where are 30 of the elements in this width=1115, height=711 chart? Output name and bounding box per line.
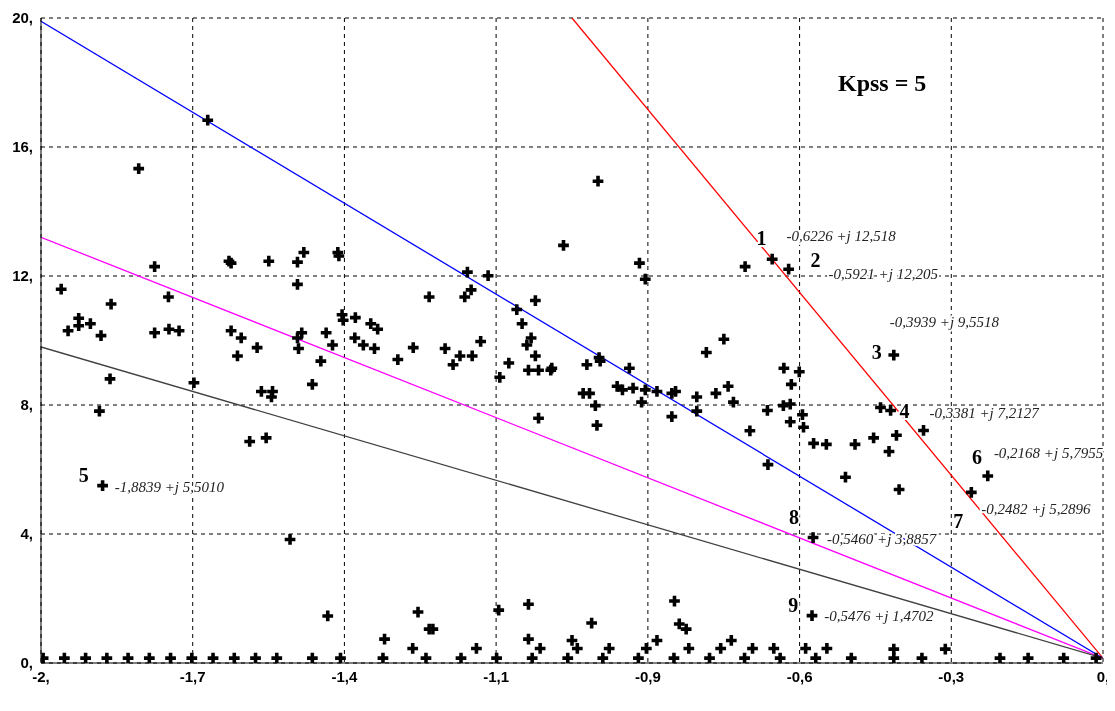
y-tick-label: 20, (12, 9, 33, 27)
annotation: 5 (78, 463, 89, 486)
x-tick-label: -1,4 (331, 667, 358, 685)
annotation: 7 (953, 510, 964, 533)
x-tick-label: -0,6 (786, 667, 813, 685)
annotation: 4 (899, 400, 910, 423)
x-tick-label: -0,3 (938, 667, 965, 685)
annotation: 2 (810, 249, 821, 272)
annotation: -0,5476 +j 1,4702 (824, 607, 935, 624)
x-tick-label: -1,1 (483, 667, 510, 685)
y-tick-label: 0, (20, 654, 33, 672)
x-tick-label: -1,7 (179, 667, 206, 685)
annotation: -0,6226 +j 12,518 (786, 228, 897, 245)
annotation: 8 (789, 505, 800, 528)
annotation: -0,3381 +j 7,2127 (929, 405, 1041, 422)
x-tick-label: -0,9 (634, 667, 661, 685)
annotation: -0,2168 +j 5,7955 (993, 445, 1104, 462)
x-tick-label: -2, (32, 667, 50, 685)
annotation: 1 (756, 227, 767, 250)
annotation: 3 (871, 340, 882, 363)
annotation: 9 (788, 593, 799, 616)
annotation: -0,3939 +j 9,5518 (889, 313, 1000, 330)
annotation: -0,2482 +j 5,2896 (981, 501, 1091, 518)
y-tick-label: 4, (20, 525, 33, 543)
y-tick-label: 8, (20, 396, 33, 414)
annotation: Kpss = 5 (838, 70, 927, 97)
y-tick-label: 16, (12, 138, 33, 156)
annotation: 6 (971, 446, 982, 469)
y-tick-label: 12, (12, 267, 33, 285)
annotation: -1,8839 +j 5,5010 (114, 478, 225, 495)
